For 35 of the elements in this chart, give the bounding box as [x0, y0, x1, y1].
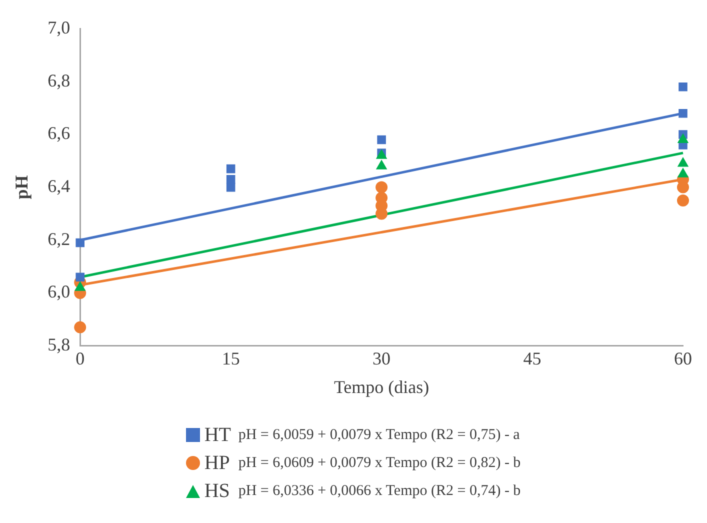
- y-tick-label: 6,8: [48, 70, 70, 90]
- point: [76, 238, 84, 248]
- point: [74, 321, 86, 334]
- x-tick-label: 60: [674, 348, 692, 368]
- y-tick-label: 6,6: [48, 123, 70, 144]
- point: [76, 272, 84, 282]
- x-tick-label: 0: [76, 348, 85, 368]
- x-axis-title: Tempo (dias): [334, 376, 430, 397]
- point: [226, 164, 236, 174]
- text: pH = 6,0609 + 0,0079 x Tempo (R2 = 0,82) - b: [238, 454, 521, 472]
- point: [678, 158, 688, 167]
- point: [226, 182, 236, 192]
- y-tick-label: 7,0: [48, 18, 70, 38]
- x-tick-label: 15: [222, 348, 240, 368]
- y-tick-label: 6,2: [48, 228, 70, 249]
- legend-label: HT: [204, 424, 232, 446]
- legend-label: HS: [204, 480, 231, 502]
- x-tick-label: 45: [523, 348, 542, 368]
- text: pH = 6,0059 + 0,0079 x Tempo (R2 = 0,75) - a: [238, 426, 520, 444]
- point: [677, 194, 689, 207]
- point: [376, 160, 387, 170]
- point: [678, 168, 688, 178]
- y-tick-label: 6,4: [48, 176, 70, 196]
- point: [678, 108, 688, 118]
- y-tick-label: 5,8: [48, 334, 70, 355]
- point: [678, 134, 688, 143]
- text: pH = 6,0336 + 0,0066 x Tempo (R2 = 0,74) - b: [238, 482, 521, 500]
- y-tick-label: 6,0: [48, 282, 70, 302]
- point: [74, 282, 86, 291]
- point: [376, 181, 388, 194]
- x-tick-label: 30: [372, 348, 391, 368]
- y-axis-title: pH: [11, 175, 32, 200]
- point: [678, 82, 688, 92]
- legend-label: HP: [204, 452, 231, 474]
- point: [377, 135, 386, 144]
